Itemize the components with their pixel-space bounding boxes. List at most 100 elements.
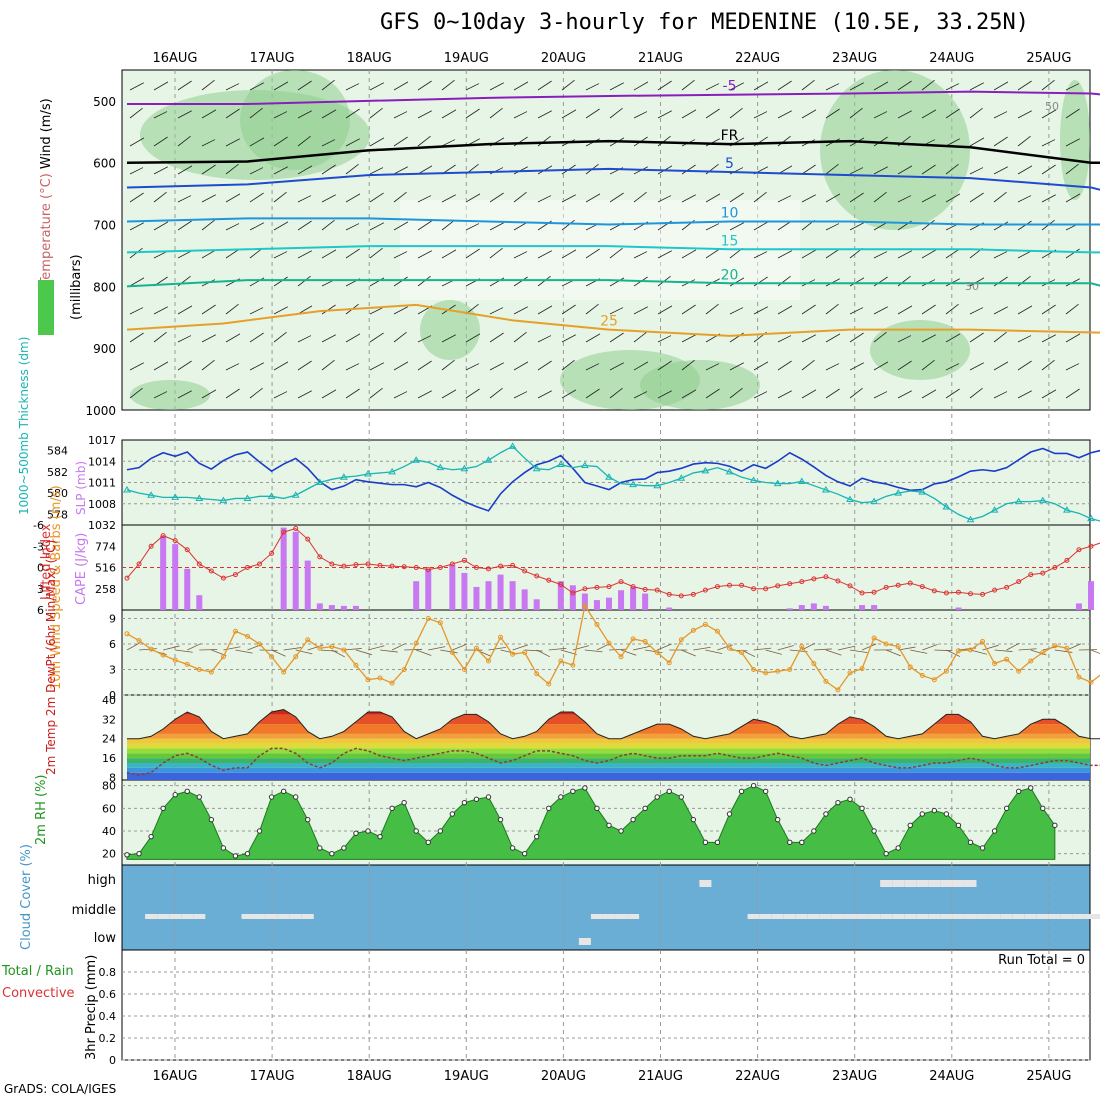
rh-marker: [268, 794, 275, 800]
wind-barb: [249, 332, 264, 343]
thickness-marker: [412, 456, 421, 463]
cape-bar: [955, 607, 962, 610]
wind-barb: [873, 331, 887, 343]
wind-barb: [153, 391, 168, 399]
wind-barb-10m: [753, 647, 772, 651]
dewpoint-line: [126, 747, 1100, 776]
wind-barb: [777, 195, 792, 203]
wind-speed-marker: [714, 628, 720, 634]
temperature-contour: [126, 217, 1100, 226]
cape-bar: [160, 535, 167, 610]
wind-barb: [1065, 108, 1080, 119]
wind-speed-marker: [160, 652, 166, 658]
cloud-bar-middle: [916, 914, 929, 919]
rh-marker: [702, 839, 709, 846]
wind-barb: [201, 164, 216, 175]
wind-speed-marker: [775, 668, 781, 674]
wind-barb: [1041, 139, 1056, 147]
wind-tick-label: 9: [109, 613, 116, 626]
rh-marker: [871, 828, 877, 834]
wind-barb: [177, 390, 192, 399]
wind-barb: [393, 331, 407, 343]
wind-barb: [441, 194, 456, 203]
wind-barb: [273, 191, 287, 203]
wind-speed-marker: [654, 650, 660, 655]
wind-barb: [297, 250, 312, 259]
rh-marker: [666, 788, 672, 795]
wind-barb: [441, 219, 455, 231]
wind-barb: [513, 111, 528, 119]
li-marker: [678, 593, 684, 599]
wind-speed-marker: [702, 621, 708, 627]
temp-line: [127, 709, 1100, 740]
date-label-top: 23AUG: [832, 51, 877, 66]
wind-barb: [729, 107, 743, 119]
thickness-marker: [990, 506, 999, 513]
wind-barb-10m: [681, 649, 696, 657]
wind-barb: [585, 333, 601, 343]
wind-barb: [705, 303, 719, 315]
wind-barb: [801, 164, 816, 175]
wind-barb: [1017, 335, 1032, 343]
precip-legend-convective: Convective: [2, 986, 75, 1001]
wind-speed-marker: [1064, 645, 1070, 651]
wind-barb: [633, 191, 647, 203]
wind-barb: [489, 82, 504, 91]
wind-barb: [321, 389, 337, 399]
rh-marker: [811, 828, 817, 834]
wind-barb-10m: [319, 649, 338, 652]
cloud-bar-middle: [193, 914, 206, 919]
wind-barb: [465, 223, 480, 231]
wind-barb: [777, 250, 792, 259]
wind-speed-marker: [1052, 643, 1058, 649]
cloud-bar-high: [928, 880, 941, 887]
wind-barb-10m: [982, 644, 999, 651]
cape-bar: [1088, 581, 1094, 610]
li-line: [126, 527, 1100, 597]
wind-barb: [129, 277, 145, 287]
wind-barb: [129, 137, 145, 147]
wind-barb-10m: [512, 644, 529, 651]
wind-barb: [681, 249, 697, 259]
cape-bar: [581, 593, 588, 610]
date-label-bottom: 19AUG: [444, 1069, 489, 1084]
date-label-top: 21AUG: [638, 51, 683, 66]
wind-speed-marker: [558, 658, 564, 664]
rh-marker: [521, 850, 528, 857]
rh-marker: [280, 788, 287, 795]
wind-barb-10m: [343, 648, 362, 651]
wind-barb: [1041, 109, 1057, 119]
wind-barb: [153, 111, 168, 119]
li-marker: [341, 563, 347, 569]
wind-barb: [537, 335, 552, 343]
wind-barb-10m: [126, 642, 140, 651]
wind-barb: [657, 390, 672, 399]
wind-barb: [945, 193, 961, 203]
wind-barb: [417, 335, 432, 343]
cloud-bar-middle: [928, 914, 941, 919]
li-marker: [594, 584, 600, 590]
li-marker: [257, 561, 263, 567]
wind-barb-10m: [705, 649, 723, 654]
wind-barb: [873, 251, 888, 259]
rh-marker: [172, 792, 178, 798]
li-marker: [931, 588, 937, 594]
contour-label: 25: [600, 314, 618, 330]
wind-barb-10m: [657, 643, 672, 651]
wind-barb: [921, 359, 935, 371]
wind-barb: [657, 305, 673, 315]
wind-barb-10m: [620, 649, 637, 656]
cloud-bar-high: [952, 880, 965, 887]
wind-barb: [993, 251, 1008, 259]
li-marker: [136, 561, 142, 567]
wind-barb: [345, 388, 360, 399]
pressure-tick-label: 1000: [85, 404, 116, 418]
li-marker: [859, 590, 865, 596]
rh-marker: [305, 816, 311, 823]
thickness-marker: [653, 481, 662, 489]
wind-barb: [897, 250, 912, 259]
wind-barb-10m: [633, 646, 650, 651]
thickness-marker: [532, 464, 541, 472]
pressure-tick-label: 800: [93, 280, 116, 294]
